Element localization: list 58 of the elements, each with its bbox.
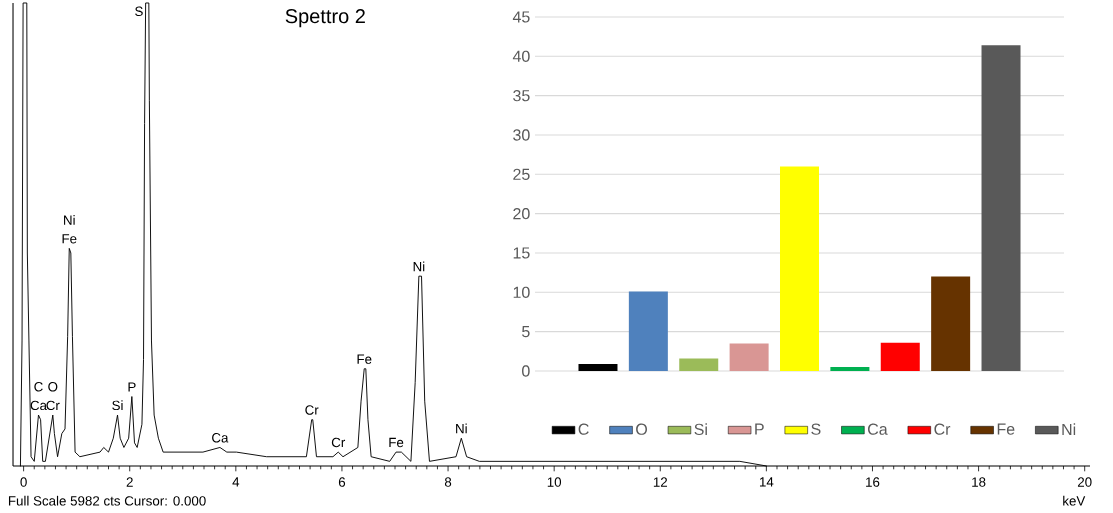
x-tick-label: 18	[972, 477, 986, 487]
bar	[729, 343, 769, 371]
bar	[679, 358, 719, 371]
y-tick-label: 15	[513, 247, 530, 259]
legend-label: S	[811, 423, 821, 435]
annotation: Ca	[212, 433, 229, 443]
x-tick-label: 16	[866, 477, 880, 487]
bar	[830, 367, 870, 371]
y-tick-label: 20	[513, 208, 530, 220]
bar	[780, 166, 819, 371]
annotation: O	[48, 382, 58, 392]
annotation: Ni	[456, 423, 467, 434]
y-tick-label: 40	[512, 50, 530, 62]
legend-label: O	[636, 423, 648, 435]
x-tick-label: 0	[20, 477, 27, 487]
y-tick-label: 30	[513, 129, 530, 141]
annotation: Fe	[389, 437, 404, 448]
x-tick-label: 4	[232, 477, 240, 487]
x-axis-title: keV	[1063, 495, 1086, 506]
x-tick-label: 6	[338, 477, 346, 487]
bar	[931, 276, 971, 371]
annotation: Ni	[413, 261, 425, 272]
bar	[578, 363, 618, 371]
y-tick-label: 0	[522, 365, 530, 377]
y-tick-label: 10	[513, 286, 530, 298]
legend-label: P	[755, 423, 764, 435]
legend-label: Si	[694, 423, 707, 436]
annotation: C	[34, 382, 43, 392]
y-tick-label: 45	[512, 11, 530, 23]
bar	[880, 342, 920, 371]
annotation: Ni	[64, 215, 75, 225]
annotation: Si	[112, 400, 123, 411]
bar	[628, 291, 668, 371]
annotation: P	[128, 382, 136, 392]
annotation: Fe	[357, 354, 372, 364]
annotation: S	[135, 6, 143, 17]
annotation: Ca	[30, 400, 48, 411]
legend-label: Fe	[997, 423, 1015, 435]
chart-title: Spettro 2	[285, 9, 365, 28]
x-tick-label: 2	[126, 477, 133, 487]
annotation: Fe	[62, 234, 77, 244]
bar	[981, 45, 1021, 371]
text: Full Scale 5982 cts Cursor: 0.000	[8, 495, 206, 506]
x-tick-label: 20	[1077, 477, 1092, 487]
annotation: Cr	[331, 437, 346, 448]
annotation: Cr	[305, 405, 319, 415]
y-tick-label: 5	[522, 326, 530, 338]
legend-label: Cr	[934, 423, 951, 435]
x-tick-label: 14	[759, 477, 774, 487]
x-tick-label: 12	[653, 477, 668, 487]
legend-label: C	[578, 423, 589, 435]
annotation: Cr	[46, 400, 60, 411]
y-tick-label: 25	[513, 168, 530, 180]
legend-label: Ca	[868, 423, 888, 435]
x-tick-label: 8	[444, 477, 452, 487]
legend-label: Ni	[1062, 423, 1076, 435]
y-tick-label: 35	[513, 90, 530, 102]
x-tick-label: 10	[547, 477, 562, 487]
